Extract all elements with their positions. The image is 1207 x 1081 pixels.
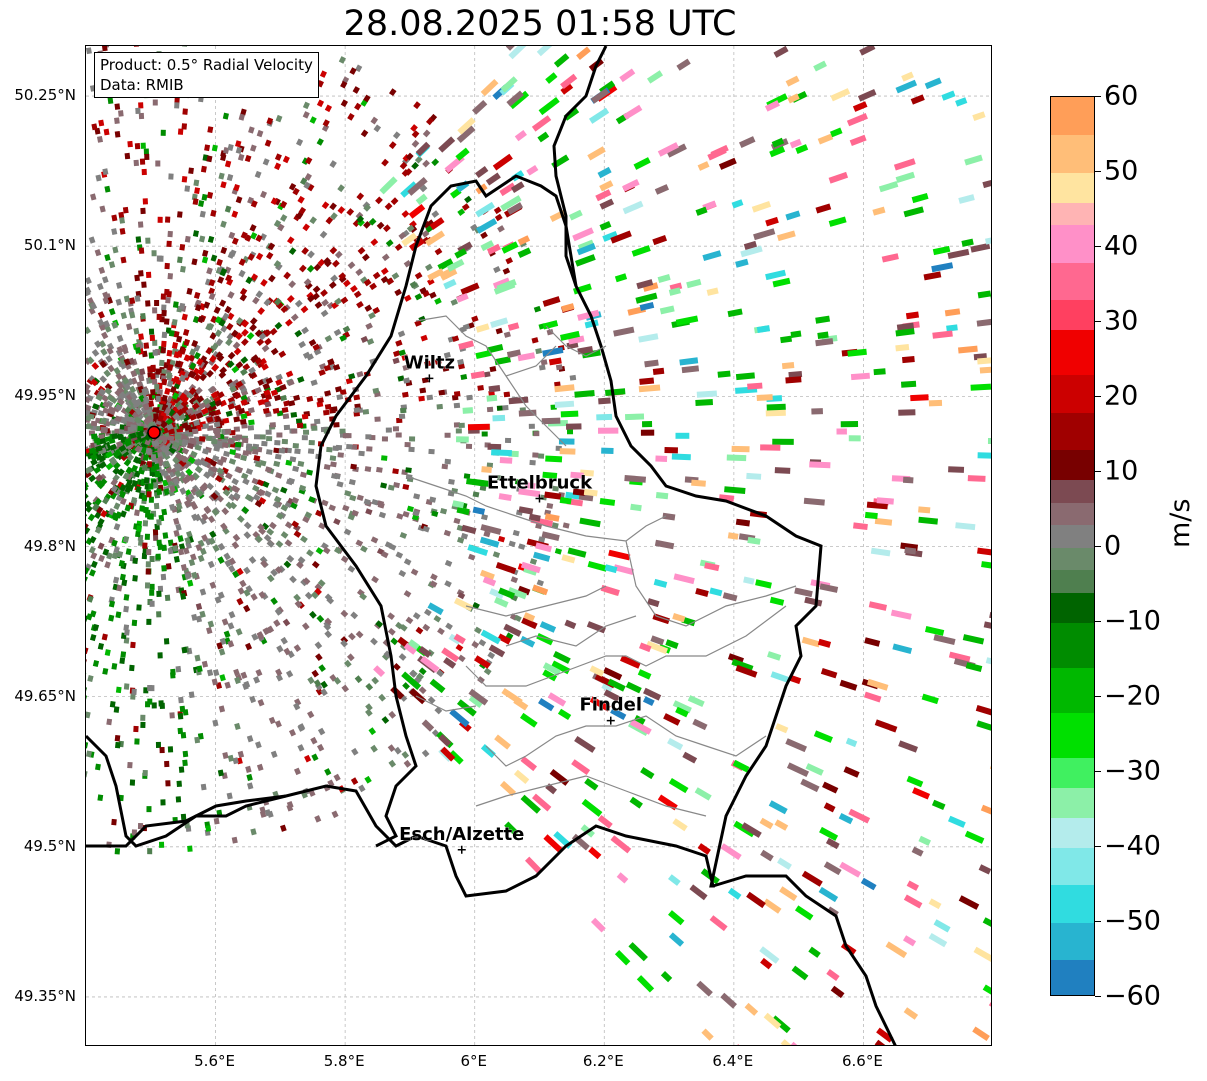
colorbar-unit-label: m/s bbox=[1165, 498, 1196, 548]
city-marker-icon bbox=[606, 716, 615, 725]
lat-label: 50.25°N bbox=[14, 86, 76, 105]
colorbar-tick bbox=[1095, 96, 1101, 97]
lon-label: 6.4°E bbox=[712, 1052, 754, 1070]
colorbar-segment bbox=[1051, 787, 1094, 818]
colorbar-segment bbox=[1051, 502, 1094, 525]
lon-label: 5.8°E bbox=[323, 1052, 365, 1070]
east-border-lower bbox=[712, 874, 897, 1045]
city-label: Esch/Alzette bbox=[399, 824, 524, 845]
colorbar-tick bbox=[1095, 471, 1101, 472]
canton-boundaries bbox=[405, 315, 797, 817]
velocity-field bbox=[86, 46, 991, 1045]
colorbar-tick bbox=[1095, 621, 1101, 622]
colorbar-tick-label: −10 bbox=[1104, 605, 1161, 637]
lat-label: 49.5°N bbox=[23, 836, 76, 855]
product-info-box: Product: 0.5° Radial Velocity Data: RMIB bbox=[94, 52, 319, 98]
colorbar-segment bbox=[1051, 569, 1094, 593]
colorbar-segment bbox=[1051, 847, 1094, 885]
colorbar-tick-label: 20 bbox=[1104, 380, 1139, 412]
map-panel[interactable]: Wiltz Ettelbruck Findel Esch/Alzette bbox=[85, 45, 992, 1046]
colorbar-segment bbox=[1051, 592, 1094, 623]
colorbar-tick bbox=[1095, 696, 1101, 697]
product-text: Product: 0.5° Radial Velocity bbox=[100, 56, 313, 74]
lon-label: 6.2°E bbox=[582, 1052, 624, 1070]
country-border bbox=[86, 46, 823, 898]
colorbar-tick-label: 0 bbox=[1104, 530, 1122, 562]
city-label: Wiltz bbox=[404, 352, 455, 373]
colorbar-segment bbox=[1051, 524, 1094, 548]
colorbar-tick bbox=[1095, 246, 1101, 247]
colorbar-segment bbox=[1051, 299, 1094, 330]
city-label: Findel bbox=[579, 695, 642, 716]
city-label: Ettelbruck bbox=[487, 472, 593, 493]
colorbar-tick-label: 50 bbox=[1104, 155, 1139, 187]
colorbar-tick-label: 40 bbox=[1104, 230, 1139, 262]
colorbar-tick-label: 60 bbox=[1104, 80, 1139, 112]
colorbar-segment bbox=[1051, 412, 1094, 450]
lat-label: 49.35°N bbox=[14, 986, 76, 1005]
colorbar bbox=[1050, 96, 1095, 996]
lat-label: 49.8°N bbox=[23, 536, 76, 555]
colorbar-tick bbox=[1095, 771, 1101, 772]
colorbar-segment bbox=[1051, 817, 1094, 848]
colorbar-segment bbox=[1051, 922, 1094, 960]
colorbar-segment bbox=[1051, 172, 1094, 203]
map-title: 28.08.2025 01:58 UTC bbox=[343, 4, 737, 44]
colorbar-tick bbox=[1095, 396, 1101, 397]
colorbar-segment bbox=[1051, 134, 1094, 173]
lon-label: 5.6°E bbox=[194, 1052, 235, 1070]
city-marker-icon bbox=[425, 374, 434, 383]
colorbar-tick-label: −30 bbox=[1104, 755, 1161, 787]
colorbar-tick bbox=[1095, 846, 1101, 847]
radar-site-icon bbox=[147, 425, 161, 440]
city-marker-icon bbox=[535, 494, 544, 503]
colorbar-segment bbox=[1051, 959, 1094, 995]
colorbar-segment bbox=[1051, 757, 1094, 788]
lon-label: 6.6°E bbox=[842, 1052, 883, 1070]
colorbar-tick bbox=[1095, 321, 1101, 322]
data-source-text: Data: RMIB bbox=[100, 76, 184, 94]
lat-label: 49.95°N bbox=[14, 386, 76, 405]
colorbar-segment bbox=[1051, 884, 1094, 923]
colorbar-segment bbox=[1051, 449, 1094, 480]
lat-label: 49.65°N bbox=[14, 686, 76, 705]
south-border bbox=[86, 794, 287, 848]
colorbar-segment bbox=[1051, 479, 1094, 503]
colorbar-segment bbox=[1051, 667, 1094, 713]
colorbar-segment bbox=[1051, 97, 1094, 135]
lon-label: 6°E bbox=[460, 1052, 487, 1070]
city-markers: Wiltz Ettelbruck Findel Esch/Alzette bbox=[399, 352, 642, 854]
colorbar-segment bbox=[1051, 547, 1094, 570]
colorbar-segment bbox=[1051, 262, 1094, 300]
colorbar-segment bbox=[1051, 712, 1094, 758]
colorbar-tick-label: 30 bbox=[1104, 305, 1139, 337]
colorbar-tick-label: −60 bbox=[1104, 980, 1161, 1012]
colorbar-tick bbox=[1095, 546, 1101, 547]
colorbar-segment bbox=[1051, 224, 1094, 263]
colorbar-tick-label: −20 bbox=[1104, 680, 1161, 712]
radar-site bbox=[147, 425, 161, 440]
colorbar-tick bbox=[1095, 996, 1101, 997]
colorbar-tick-label: 10 bbox=[1104, 455, 1139, 487]
city-marker-icon bbox=[457, 845, 466, 854]
colorbar-segment bbox=[1051, 622, 1094, 668]
colorbar-tick bbox=[1095, 921, 1101, 922]
colorbar-segment bbox=[1051, 329, 1094, 375]
colorbar-tick-label: −50 bbox=[1104, 905, 1161, 937]
lux-border bbox=[314, 174, 578, 848]
radar-map[interactable]: Wiltz Ettelbruck Findel Esch/Alzette bbox=[86, 46, 992, 1046]
boundaries bbox=[86, 46, 897, 1045]
colorbar-tick-label: −40 bbox=[1104, 830, 1161, 862]
colorbar-segment bbox=[1051, 374, 1094, 413]
colorbar-tick bbox=[1095, 171, 1101, 172]
colorbar-segment bbox=[1051, 202, 1094, 225]
lat-label: 50.1°N bbox=[23, 236, 76, 255]
